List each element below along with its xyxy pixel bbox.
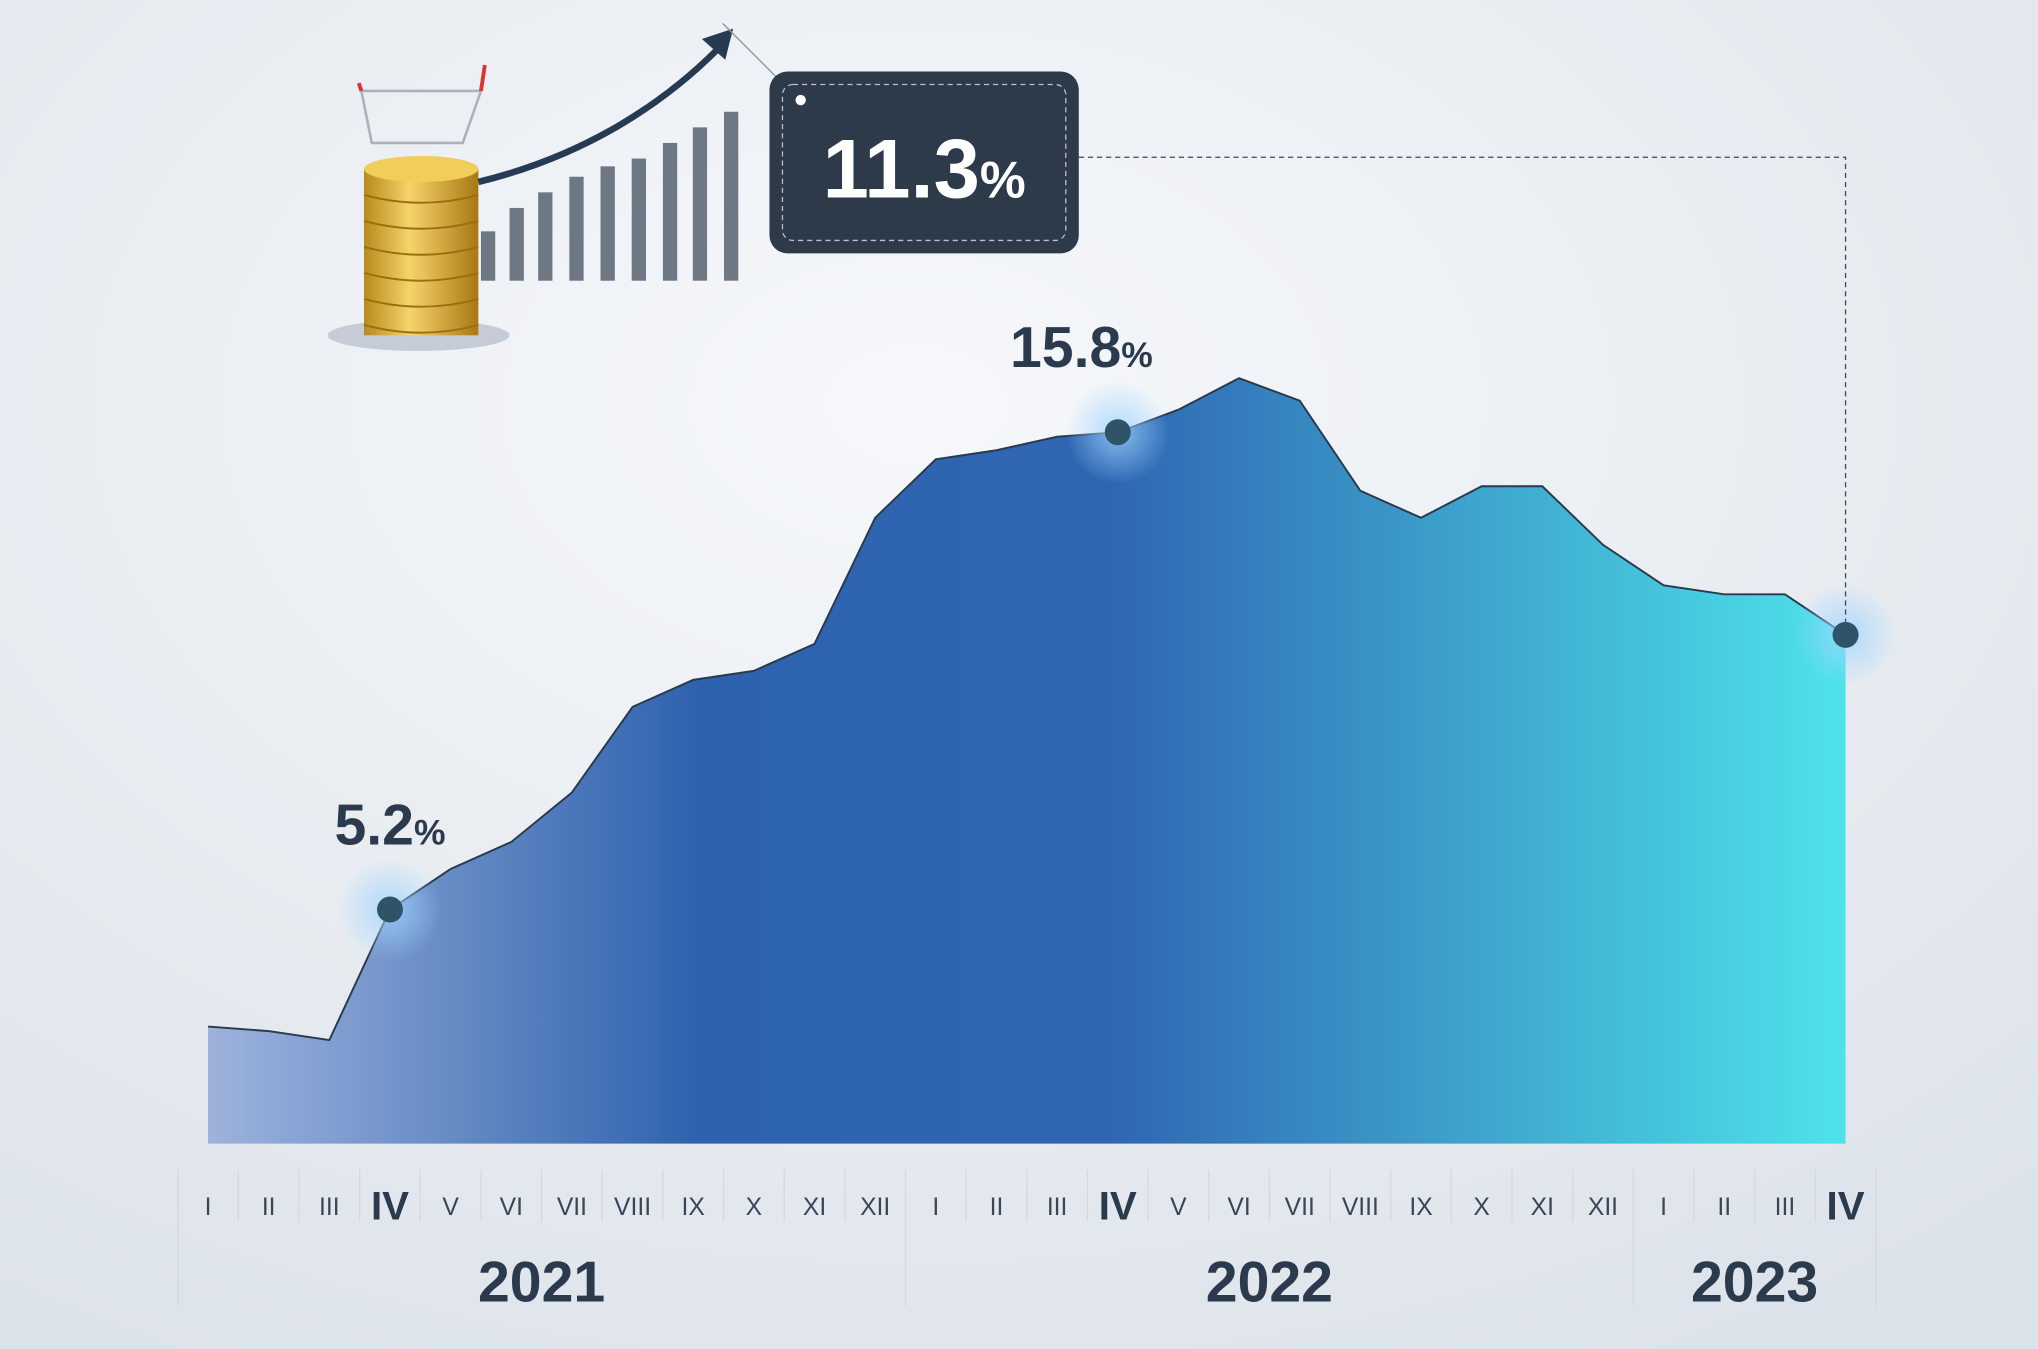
month-label: VII bbox=[1285, 1194, 1315, 1221]
line bbox=[207, 377, 1847, 1042]
month-label: X bbox=[1473, 1194, 1489, 1221]
month-label: IV bbox=[371, 1183, 409, 1228]
month-label: VI bbox=[500, 1194, 523, 1221]
value-label: 5.2% bbox=[334, 794, 445, 858]
value-label: 15.8% bbox=[1010, 316, 1153, 380]
month-label: IX bbox=[682, 1194, 705, 1221]
point bbox=[1104, 419, 1131, 446]
month-label: II bbox=[1717, 1194, 1731, 1221]
icon bbox=[327, 22, 1079, 351]
month-label: IV bbox=[1827, 1183, 1865, 1228]
month-label: XI bbox=[1531, 1194, 1554, 1221]
month-label: VIII bbox=[1342, 1194, 1379, 1221]
month-label: V bbox=[1170, 1194, 1187, 1221]
month-label: III bbox=[1047, 1194, 1068, 1221]
month-label: I bbox=[932, 1194, 939, 1221]
tag-label: 11.3% bbox=[823, 123, 1026, 216]
month-label: I bbox=[1660, 1194, 1667, 1221]
point bbox=[1832, 621, 1859, 648]
month-label: VI bbox=[1227, 1194, 1250, 1221]
month-label: XI bbox=[803, 1194, 826, 1221]
month-label: II bbox=[990, 1194, 1004, 1221]
month-label: III bbox=[319, 1194, 340, 1221]
month-label: VIII bbox=[614, 1194, 651, 1221]
month-label: IV bbox=[1099, 1183, 1137, 1228]
point bbox=[376, 896, 403, 923]
month-label: II bbox=[262, 1194, 276, 1221]
year-label: 2021 bbox=[478, 1251, 605, 1315]
year-label: 2023 bbox=[1691, 1251, 1818, 1315]
month-label: VII bbox=[557, 1194, 587, 1221]
month-label: XII bbox=[1588, 1194, 1618, 1221]
month-label: XII bbox=[860, 1194, 890, 1221]
leader-line bbox=[1078, 156, 1847, 622]
area bbox=[208, 378, 1846, 1144]
month-label: III bbox=[1775, 1194, 1796, 1221]
month-label: V bbox=[442, 1194, 459, 1221]
month-label: IX bbox=[1409, 1194, 1432, 1221]
month-label: X bbox=[746, 1194, 762, 1221]
year-label: 2022 bbox=[1206, 1251, 1333, 1315]
month-label: I bbox=[205, 1194, 212, 1221]
